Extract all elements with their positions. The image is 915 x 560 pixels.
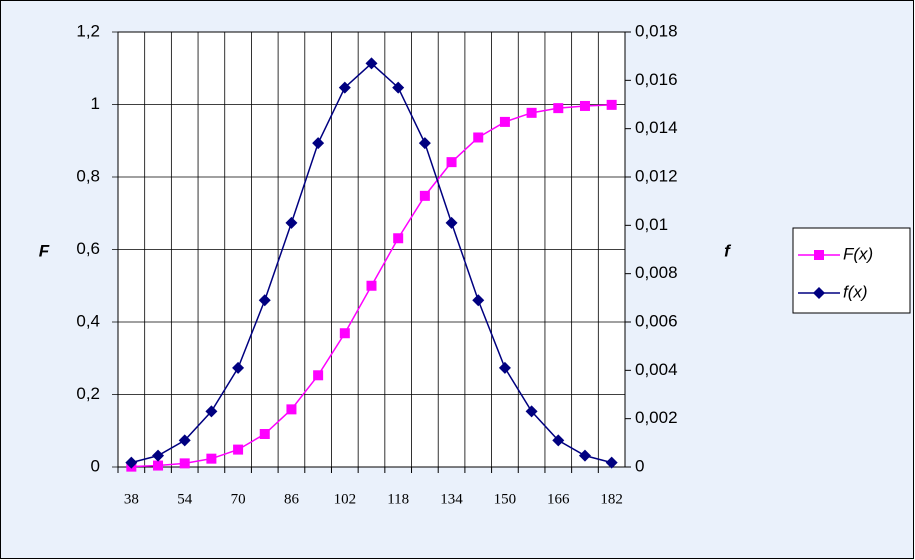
point bbox=[286, 404, 297, 415]
point bbox=[393, 233, 404, 244]
y2-tick-label: 0,01 bbox=[635, 215, 668, 234]
point bbox=[152, 449, 165, 462]
y-axis-label: F bbox=[39, 241, 50, 260]
x-tick-label: 134 bbox=[440, 491, 463, 507]
y-tick-label: 0,8 bbox=[76, 166, 100, 185]
x-tick-label: 70 bbox=[231, 491, 246, 507]
legend-label: f(x) bbox=[843, 282, 868, 301]
x-tick-label: 54 bbox=[177, 491, 193, 507]
point bbox=[125, 456, 138, 469]
point bbox=[313, 370, 324, 381]
legend-marker bbox=[813, 287, 825, 299]
point bbox=[552, 434, 565, 447]
x-tick-label: 166 bbox=[547, 491, 570, 507]
point bbox=[499, 116, 510, 127]
y2-tick-label: 0,014 bbox=[635, 118, 678, 137]
plot-border bbox=[117, 31, 626, 468]
y2-axis-label: f bbox=[724, 241, 732, 260]
x-tick-label: 182 bbox=[600, 491, 623, 507]
point bbox=[233, 444, 244, 455]
point bbox=[418, 137, 431, 150]
y-tick-label: 1,2 bbox=[76, 21, 100, 40]
y-tick-label: 0 bbox=[91, 456, 100, 475]
point bbox=[153, 460, 164, 471]
y2-tick-label: 0,002 bbox=[635, 408, 678, 427]
y2-tick-label: 0,004 bbox=[635, 360, 678, 379]
point bbox=[473, 132, 484, 143]
x-tick-label: 86 bbox=[284, 491, 300, 507]
point bbox=[285, 216, 298, 229]
point bbox=[205, 405, 218, 418]
point bbox=[605, 456, 618, 469]
point bbox=[259, 429, 270, 440]
point bbox=[338, 81, 351, 94]
point bbox=[606, 99, 617, 110]
point bbox=[339, 328, 350, 339]
point bbox=[498, 361, 511, 374]
y-tick-label: 1 bbox=[91, 94, 100, 113]
point bbox=[419, 190, 430, 201]
point bbox=[179, 458, 190, 469]
point bbox=[553, 103, 564, 114]
y2-tick-label: 0,008 bbox=[635, 263, 678, 282]
y2-tick-label: 0,018 bbox=[635, 21, 678, 40]
x-tick-label: 118 bbox=[387, 491, 409, 507]
point bbox=[579, 100, 590, 111]
y-tick-label: 0,2 bbox=[76, 384, 100, 403]
y2-tick-label: 0,012 bbox=[635, 166, 678, 185]
point bbox=[526, 107, 537, 118]
x-tick-label: 150 bbox=[494, 491, 517, 507]
y2-tick-label: 0,006 bbox=[635, 311, 678, 330]
legend-label: F(x) bbox=[843, 244, 873, 263]
y-tick-label: 0,4 bbox=[76, 311, 100, 330]
x-tick-label: 38 bbox=[124, 491, 139, 507]
y2-tick-label: 0 bbox=[635, 456, 644, 475]
point bbox=[258, 294, 271, 307]
point bbox=[312, 137, 325, 150]
x-tick-label: 102 bbox=[334, 491, 357, 507]
point bbox=[206, 453, 217, 464]
point bbox=[525, 405, 538, 418]
point bbox=[392, 81, 405, 94]
point bbox=[232, 361, 245, 374]
point bbox=[578, 449, 591, 462]
y2-tick-label: 0,016 bbox=[635, 70, 678, 89]
point bbox=[472, 294, 485, 307]
point bbox=[365, 57, 378, 70]
y-tick-label: 0,6 bbox=[76, 239, 100, 258]
legend-marker bbox=[814, 250, 824, 260]
point bbox=[366, 280, 377, 291]
legend bbox=[792, 227, 911, 314]
point bbox=[445, 216, 458, 229]
point bbox=[178, 434, 191, 447]
point bbox=[446, 157, 457, 168]
